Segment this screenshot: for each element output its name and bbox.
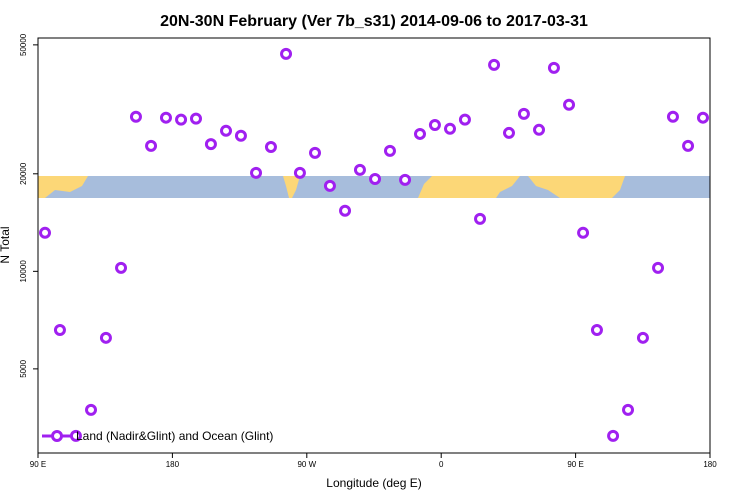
y-tick-label: 10000	[19, 260, 28, 283]
data-point	[280, 47, 293, 60]
legend-label: Land (Nadir&Glint) and Ocean (Glint)	[76, 429, 273, 443]
data-point	[129, 110, 142, 123]
x-tick-label: 180	[166, 460, 180, 469]
y-tick-label: 50000	[19, 33, 28, 56]
data-point	[533, 123, 546, 136]
data-point	[293, 166, 306, 179]
data-point	[39, 226, 52, 239]
data-point	[444, 122, 457, 135]
data-point	[428, 118, 441, 131]
data-point	[682, 139, 695, 152]
map-strip	[38, 176, 710, 198]
data-point	[85, 403, 98, 416]
data-point	[590, 324, 603, 337]
data-point	[636, 331, 649, 344]
data-point	[175, 113, 188, 126]
data-point	[563, 98, 576, 111]
x-tick-label: 90 E	[567, 460, 583, 469]
data-point	[577, 226, 590, 239]
data-point	[696, 111, 709, 124]
data-point	[234, 129, 247, 142]
data-point	[189, 112, 202, 125]
data-point	[353, 163, 366, 176]
data-point	[399, 173, 412, 186]
x-axis-label: Longitude (deg E)	[326, 476, 421, 490]
data-point	[547, 61, 560, 74]
chart-title: 20N-30N February (Ver 7b_s31) 2014-09-06…	[160, 13, 588, 30]
data-point	[474, 212, 487, 225]
data-point	[323, 179, 336, 192]
data-point	[622, 403, 635, 416]
data-point	[220, 124, 233, 137]
data-point	[250, 166, 263, 179]
plot-frame	[37, 37, 711, 454]
data-point	[458, 113, 471, 126]
x-tick-label: 90 E	[30, 460, 46, 469]
data-point	[488, 58, 501, 71]
data-point	[502, 126, 515, 139]
data-point	[159, 111, 172, 124]
x-tick-label: 0	[439, 460, 444, 469]
x-tick-label: 90 W	[297, 460, 316, 469]
legend-marker	[51, 430, 63, 442]
y-tick-label: 20000	[19, 162, 28, 185]
y-tick-label: 5000	[19, 359, 28, 377]
data-point	[369, 172, 382, 185]
data-point	[145, 139, 158, 152]
x-tick-label: 180	[703, 460, 717, 469]
data-point	[666, 110, 679, 123]
data-point	[204, 138, 217, 151]
data-point	[413, 127, 426, 140]
data-point	[115, 261, 128, 274]
data-point	[53, 324, 66, 337]
data-point	[517, 107, 530, 120]
data-point	[607, 429, 620, 442]
y-axis-label: N Total	[0, 226, 12, 263]
data-point	[383, 144, 396, 157]
data-point	[99, 331, 112, 344]
data-point	[339, 204, 352, 217]
data-point	[652, 261, 665, 274]
data-point	[264, 140, 277, 153]
data-point	[309, 146, 322, 159]
